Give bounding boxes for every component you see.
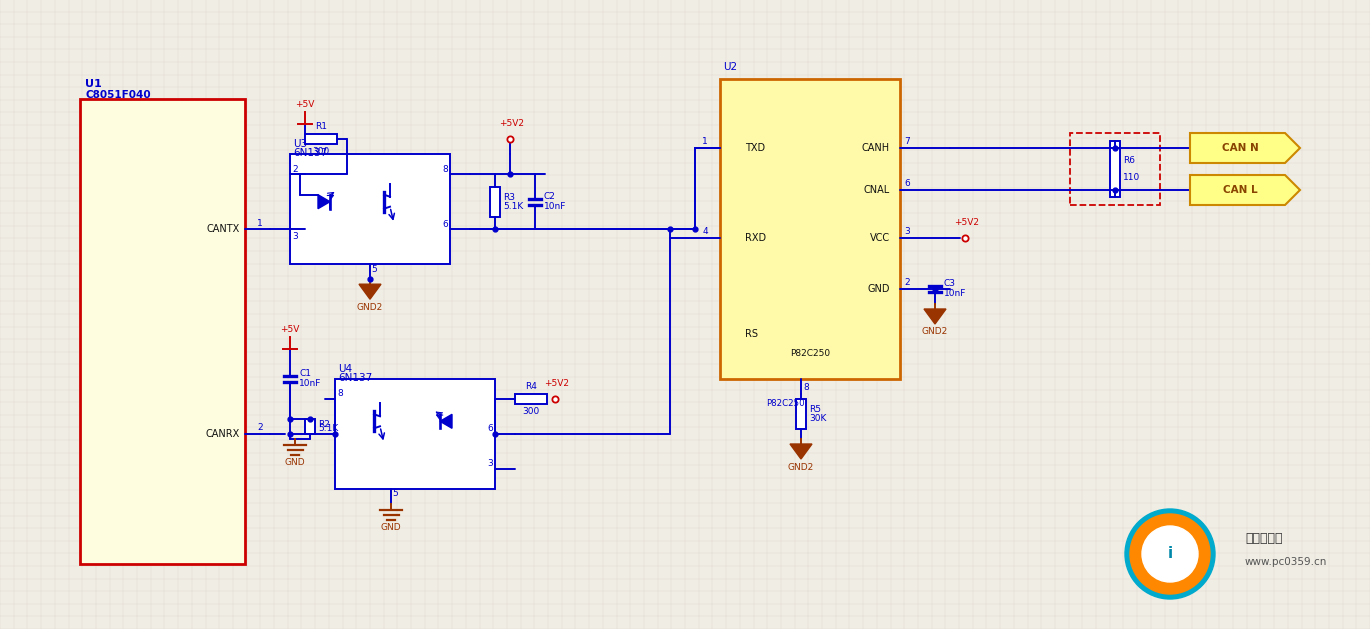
Text: GND: GND [285, 459, 306, 467]
Text: 110: 110 [1123, 173, 1140, 182]
Text: U1: U1 [85, 79, 101, 89]
Text: GND2: GND2 [356, 303, 384, 312]
Polygon shape [923, 309, 947, 324]
Text: 5.1K: 5.1K [503, 202, 523, 211]
Text: CNAL: CNAL [863, 185, 890, 195]
Bar [490, 187, 500, 217]
Text: 3: 3 [292, 231, 297, 241]
Bar [1110, 141, 1121, 197]
Bar [79, 99, 245, 564]
Circle shape [1143, 526, 1197, 582]
Text: 7: 7 [904, 138, 910, 147]
Text: 6: 6 [904, 179, 910, 189]
Text: 1: 1 [258, 219, 263, 228]
Text: 2: 2 [292, 165, 297, 174]
Bar [306, 419, 315, 434]
Bar [721, 79, 900, 379]
Text: CAN L: CAN L [1222, 185, 1258, 195]
Text: +5V2: +5V2 [544, 379, 570, 388]
Text: 6: 6 [443, 220, 448, 229]
Text: R4: R4 [525, 382, 537, 391]
Text: 10nF: 10nF [944, 289, 966, 299]
Text: 河东软件网: 河东软件网 [1245, 533, 1282, 545]
Text: CANRX: CANRX [206, 429, 240, 439]
Text: 2: 2 [904, 279, 910, 287]
Text: 6: 6 [488, 425, 493, 433]
Text: 8: 8 [803, 382, 808, 391]
Text: 30K: 30K [810, 414, 826, 423]
Text: TXD: TXD [745, 143, 764, 153]
Polygon shape [359, 284, 381, 299]
Bar [306, 134, 337, 144]
Text: R3: R3 [503, 193, 515, 202]
Text: 5: 5 [392, 489, 397, 498]
Circle shape [1125, 509, 1215, 599]
Bar [290, 154, 449, 264]
Text: U2: U2 [723, 62, 737, 72]
Text: 10nF: 10nF [544, 202, 566, 211]
Bar [515, 394, 547, 404]
Text: +5V: +5V [296, 100, 315, 109]
Text: 6N137: 6N137 [338, 373, 373, 383]
Polygon shape [1191, 133, 1300, 163]
Polygon shape [318, 195, 330, 209]
Text: C8051F040: C8051F040 [85, 90, 151, 100]
Text: P82C250: P82C250 [790, 350, 830, 359]
Text: 300: 300 [522, 407, 540, 416]
Text: R6: R6 [1123, 156, 1134, 165]
Text: 1: 1 [701, 138, 708, 147]
Text: R5: R5 [810, 405, 821, 414]
Text: 3: 3 [488, 459, 493, 469]
Polygon shape [440, 415, 452, 428]
Text: 8: 8 [337, 389, 342, 398]
Text: RXD: RXD [745, 233, 766, 243]
Text: GND: GND [381, 523, 401, 532]
Polygon shape [790, 444, 812, 459]
Text: CAN N: CAN N [1222, 143, 1259, 153]
Bar [336, 379, 495, 489]
Bar [1070, 133, 1160, 205]
Text: +5V2: +5V2 [955, 218, 980, 227]
Text: i: i [1167, 547, 1173, 562]
Text: 10nF: 10nF [299, 379, 322, 388]
Text: U3: U3 [293, 139, 307, 149]
Text: RS: RS [745, 329, 758, 339]
Text: GND: GND [867, 284, 890, 294]
Text: GND2: GND2 [922, 328, 948, 337]
Text: C1: C1 [299, 369, 311, 378]
Text: C2: C2 [544, 192, 556, 201]
Text: P82C250: P82C250 [766, 399, 804, 408]
Text: 5.1K: 5.1K [318, 424, 338, 433]
Bar [796, 399, 806, 429]
Text: 8: 8 [443, 165, 448, 174]
Text: www.pc0359.cn: www.pc0359.cn [1245, 557, 1328, 567]
Polygon shape [1191, 175, 1300, 205]
Text: C3: C3 [944, 279, 956, 289]
Text: R2: R2 [318, 420, 330, 428]
Text: U4: U4 [338, 364, 352, 374]
Text: 3: 3 [904, 228, 910, 237]
Text: GND2: GND2 [788, 462, 814, 472]
Text: CANTX: CANTX [207, 224, 240, 234]
Text: 6N137: 6N137 [293, 148, 327, 159]
Text: R1: R1 [315, 122, 327, 131]
Text: 300: 300 [312, 147, 330, 156]
Text: +5V2: +5V2 [500, 120, 525, 128]
Circle shape [1130, 514, 1210, 594]
Text: 5: 5 [371, 265, 377, 274]
Text: CANH: CANH [862, 143, 890, 153]
Text: VCC: VCC [870, 233, 891, 243]
Text: +5V: +5V [281, 325, 300, 334]
Text: 4: 4 [703, 228, 708, 237]
Text: 2: 2 [258, 423, 263, 432]
